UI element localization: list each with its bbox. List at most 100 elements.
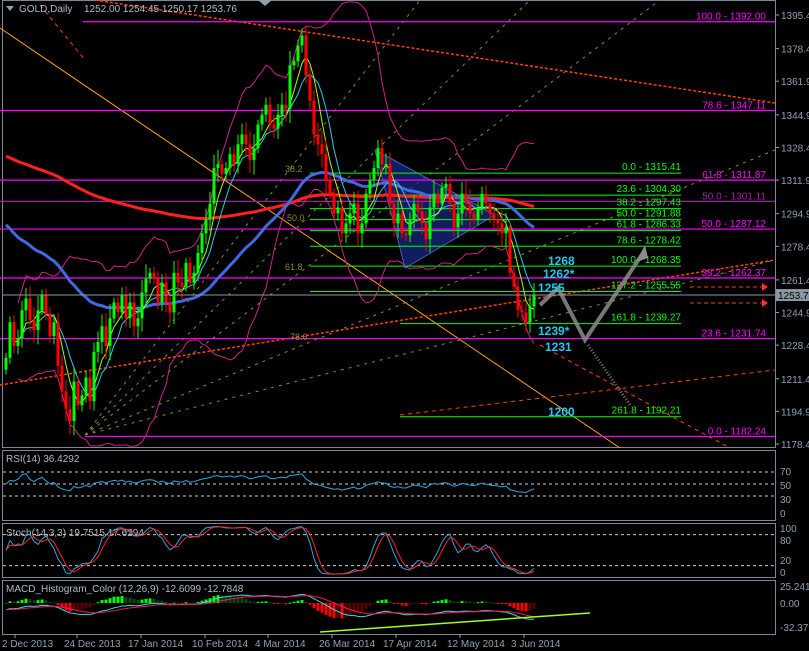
macd-histogram-bar — [416, 603, 420, 604]
rsi-tick: 50 — [780, 481, 792, 492]
macd-histogram-bar — [448, 599, 452, 603]
annotation-label: 1268 — [548, 254, 575, 268]
bull-candle — [368, 179, 372, 194]
fib-level-label: 100.0 - 1268.35 — [611, 255, 681, 266]
stoch-tick: 80 — [780, 536, 792, 547]
date-tick-label: 24 Dec 2013 — [64, 639, 121, 650]
macd-histogram-bar — [380, 599, 384, 603]
bollinger-upper-band — [17, 1, 535, 304]
bull-candle — [72, 381, 76, 422]
bull-candle — [208, 203, 212, 220]
stoch-tick: 0 — [780, 568, 786, 579]
bear-candle — [380, 148, 384, 165]
bull-candle — [412, 203, 416, 220]
date-tick-label: 2 Dec 2013 — [2, 639, 54, 650]
date-tick-label: 26 Mar 2014 — [319, 639, 376, 650]
macd-histogram-bar — [84, 603, 88, 608]
bear-candle — [268, 104, 272, 125]
macd-histogram-bar — [436, 601, 440, 603]
date-tick-label: 4 Mar 2014 — [255, 639, 306, 650]
collapse-triangle-icon[interactable] — [6, 6, 14, 11]
macd-histogram-bar — [476, 602, 480, 604]
macd-histogram-bar — [496, 603, 500, 604]
macd-histogram-bar — [328, 603, 332, 617]
bull-candle — [16, 338, 20, 346]
macd-histogram-bar — [404, 603, 408, 606]
lower-rising-line — [399, 369, 776, 416]
macd-histogram-bar — [400, 603, 404, 606]
macd-histogram-bar — [136, 600, 140, 603]
stoch-tick: 20 — [780, 556, 792, 567]
macd-histogram-bar — [12, 601, 16, 603]
bull-candle — [408, 219, 412, 236]
bear-candle — [472, 213, 476, 220]
macd-histogram-bar — [532, 603, 536, 609]
bull-candle — [260, 114, 264, 125]
bear-candle — [512, 272, 516, 287]
price-tick-label: 1244.90 — [781, 309, 809, 320]
bull-candle — [240, 134, 244, 145]
bull-candle — [292, 61, 296, 66]
rsi-line — [5, 473, 535, 494]
bull-candle — [112, 302, 116, 319]
alert-arrow-icon — [762, 299, 768, 307]
bear-candle — [180, 282, 184, 287]
bull-candle — [360, 223, 364, 234]
date-axis[interactable]: 2 Dec 2013 24 Dec 2013 17 Jan 2014 10 Feb 2… — [2, 634, 561, 650]
trendlines[interactable] — [0, 0, 776, 449]
bear-candle — [156, 278, 160, 303]
macd-histogram-bar — [504, 603, 508, 605]
bear-candle — [116, 302, 120, 313]
macd-signal-line — [5, 595, 535, 618]
macd-histogram-bar — [464, 601, 468, 603]
macd-histogram-bar — [488, 602, 492, 604]
bull-candle — [440, 187, 444, 204]
bear-candle — [388, 164, 392, 204]
bull-candle — [92, 351, 96, 402]
bear-candle — [44, 294, 48, 315]
bear-candle — [284, 104, 288, 109]
macd-histogram-bar — [156, 600, 160, 603]
bear-candle — [500, 223, 504, 234]
bear-candle — [48, 314, 52, 337]
macd-histogram-bar — [456, 601, 460, 603]
bear-candle — [436, 193, 440, 204]
bear-candle — [464, 193, 468, 204]
price-axis[interactable]: 1395.40 1378.40 1361.90 1344.90 1328.40 1311.… — [775, 11, 809, 451]
macd-histogram-bar — [280, 603, 284, 604]
bull-candle — [480, 193, 484, 208]
macd-histogram-bar — [240, 598, 244, 603]
macd-histogram-bar — [264, 601, 268, 603]
shift-marker-icon[interactable] — [258, 0, 272, 6]
rsi-tick: 70 — [780, 467, 792, 478]
bull-candle — [120, 294, 124, 313]
bear-candle — [164, 282, 168, 303]
macd-histogram-bar — [68, 603, 72, 612]
bull-candle — [428, 207, 432, 240]
bull-candle — [396, 213, 400, 224]
macd-histogram-bar — [352, 603, 356, 614]
ma200-line — [5, 154, 535, 221]
macd-histogram-bar — [100, 599, 104, 603]
ohlc-values: 1252.00 1254.45 1250.17 1253.76 — [84, 4, 237, 15]
fibonacci-levels-green[interactable]: 0.0 - 1315.41 23.6 - 1304.30 38.2 - 1297.4… — [310, 162, 681, 418]
macd-histogram-bar — [72, 603, 76, 611]
bear-candle — [448, 183, 452, 204]
macd-histogram-bar — [520, 603, 524, 611]
candles — [4, 27, 536, 436]
macd-histogram-bar — [516, 603, 520, 611]
fibonacci-levels-magenta[interactable]: 100.0 - 1392.00 78.6 - 1347.11 61.8 - 1311… — [0, 12, 775, 438]
bear-candle — [68, 409, 72, 422]
rsi-tick: 30 — [780, 495, 792, 506]
macd-histogram-bar — [220, 595, 224, 603]
bull-candle — [212, 168, 216, 204]
stochastic-panel: Stoch(14,3,3) 19.7515 17.6294 100 80 20 … — [3, 524, 797, 579]
bull-candle — [528, 306, 532, 323]
macd-histogram-bar — [500, 603, 504, 605]
price-tick-label: 1178.40 — [781, 440, 809, 451]
bull-candle — [52, 322, 56, 337]
bull-candle — [172, 272, 176, 313]
macd-histogram-bar — [112, 596, 116, 603]
bear-candle — [104, 326, 108, 346]
